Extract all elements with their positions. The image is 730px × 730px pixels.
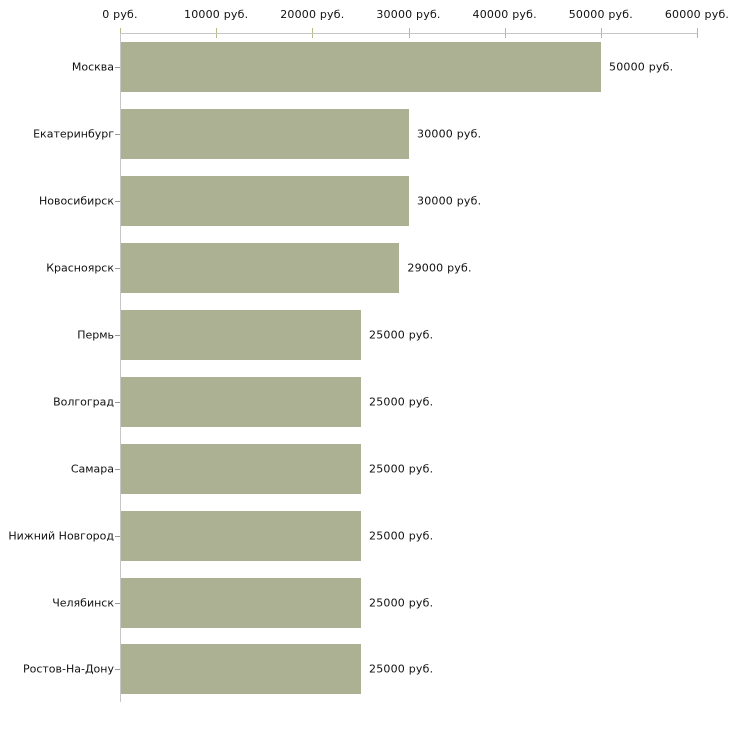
value-label: 50000 руб. xyxy=(609,60,674,74)
x-axis-tick-label: 20000 руб. xyxy=(280,8,345,21)
category-label: Нижний Новгород xyxy=(8,529,114,543)
category-label: Москва xyxy=(71,60,114,74)
bar[interactable] xyxy=(121,243,400,294)
category-label: Челябинск xyxy=(52,596,114,610)
value-label: 25000 руб. xyxy=(369,462,434,476)
plot-area: Москва 50000 руб. Екатеринбург 30000 руб. Но… xyxy=(8,33,697,703)
bar-row: Нижний Новгород 25000 руб. xyxy=(8,502,697,569)
y-axis-tick-mark xyxy=(115,268,120,270)
bar[interactable] xyxy=(121,510,361,561)
y-axis-tick-mark xyxy=(115,335,120,336)
bar-row: Самара 25000 руб. xyxy=(71,435,697,502)
x-axis-tick-label: 40000 руб. xyxy=(472,8,537,21)
value-label: 25000 руб. xyxy=(369,596,434,610)
y-axis-tick-mark xyxy=(115,468,120,470)
bar-row: Новосибирск 30000 руб. xyxy=(39,168,697,235)
value-label: 30000 руб. xyxy=(417,127,482,141)
value-label: 30000 руб. xyxy=(417,194,482,208)
bar[interactable] xyxy=(121,376,361,427)
y-axis-tick-mark xyxy=(115,669,120,671)
x-axis-tick-label: 60000 руб. xyxy=(664,8,730,21)
y-axis-tick-mark xyxy=(115,67,120,69)
x-axis-tick-label: 10000 руб. xyxy=(184,8,249,21)
value-label: 29000 руб. xyxy=(407,261,472,275)
bar-row: Волгоград 25000 руб. xyxy=(53,368,697,435)
category-label: Пермь xyxy=(77,328,114,342)
y-axis-tick-mark xyxy=(115,602,120,604)
bar[interactable] xyxy=(121,109,409,160)
x-axis-tick-mark xyxy=(697,28,698,38)
category-label: Ростов-На-Дону xyxy=(22,662,114,676)
bar-row: Москва 50000 руб. xyxy=(72,34,697,101)
category-label: Самара xyxy=(70,462,114,476)
bar-row: Екатеринбург 30000 руб. xyxy=(33,101,697,168)
category-label: Красноярск xyxy=(46,261,114,275)
bar-row: Красноярск 29000 руб. xyxy=(46,235,697,302)
bar-row: Пермь 25000 руб. xyxy=(77,302,697,369)
x-axis-tick-label: 50000 руб. xyxy=(568,8,633,21)
bar[interactable] xyxy=(121,42,601,93)
bar[interactable] xyxy=(121,644,361,695)
value-label: 25000 руб. xyxy=(369,395,434,409)
category-label: Волгоград xyxy=(53,395,114,409)
bar[interactable] xyxy=(121,443,361,494)
value-label: 25000 руб. xyxy=(369,529,434,543)
x-axis-tick-label: 0 руб. xyxy=(102,8,138,21)
value-label: 25000 руб. xyxy=(369,662,434,676)
x-axis-tick-label: 30000 руб. xyxy=(376,8,441,21)
category-label: Новосибирск xyxy=(38,194,114,208)
bar[interactable] xyxy=(121,310,361,360)
y-axis-tick-mark xyxy=(115,201,120,203)
value-label: 25000 руб. xyxy=(369,328,434,342)
bar[interactable] xyxy=(121,577,361,628)
bar-row: Ростов-На-Дону 25000 руб. xyxy=(23,636,697,703)
y-axis-tick-mark xyxy=(115,134,120,136)
y-axis-tick-mark xyxy=(115,535,120,537)
category-label: Екатеринбург xyxy=(33,127,114,141)
y-axis-tick-mark xyxy=(115,401,120,403)
bar-row: Челябинск 25000 руб. xyxy=(52,569,697,636)
bar[interactable] xyxy=(121,176,409,227)
